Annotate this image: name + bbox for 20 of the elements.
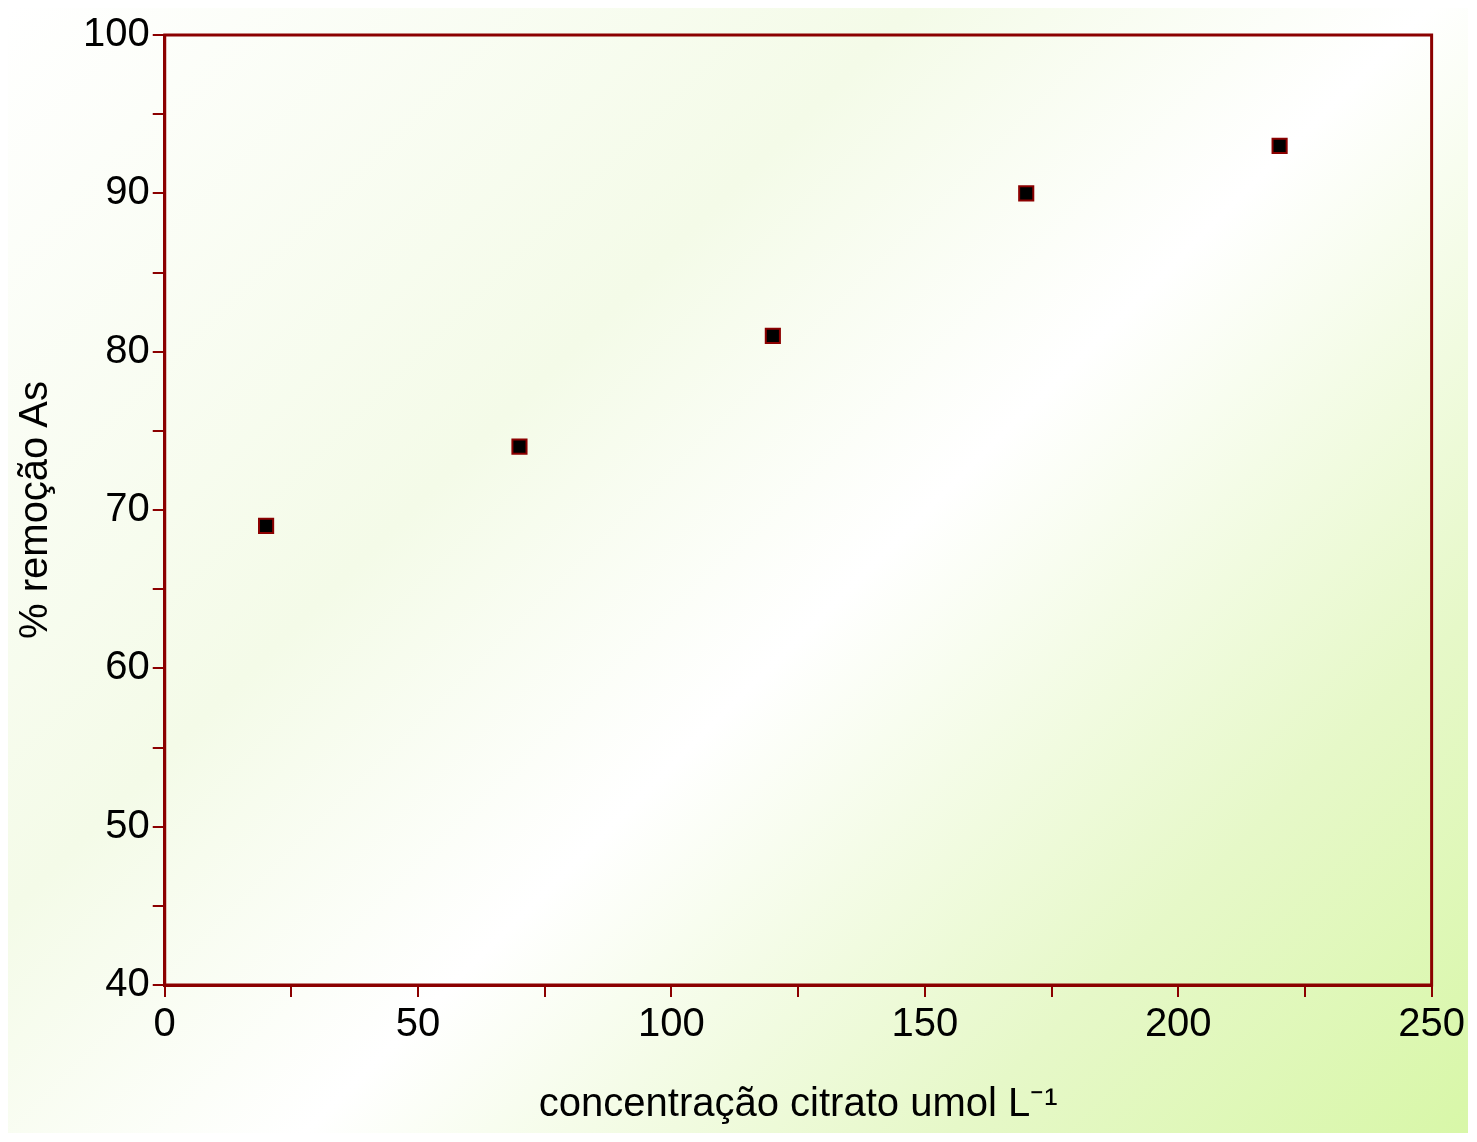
y-tick-label: 50: [105, 801, 150, 846]
x-tick-label: 150: [891, 1000, 959, 1045]
x-tick-label: 250: [1398, 1000, 1466, 1045]
x-tick-label: 50: [395, 1000, 441, 1045]
point: [1271, 137, 1288, 154]
x-tick-label: 100: [638, 1000, 705, 1045]
point: [1018, 185, 1035, 202]
point: [511, 438, 528, 455]
y-axis-title: % remoção As: [11, 381, 56, 639]
x-axis-title: concentração citrato umol L⁻¹: [538, 1080, 1058, 1125]
y-tick-label: 100: [82, 10, 150, 55]
point: [764, 327, 781, 344]
x-tick-label: 200: [1144, 1000, 1212, 1045]
y-tick-label: 90: [105, 168, 150, 213]
y-tick-label: 70: [105, 485, 150, 530]
y-tick-label: 60: [105, 643, 150, 688]
y-tick-label: 40: [105, 960, 150, 1005]
y-tick-label: 80: [105, 326, 150, 371]
x-tick-label: 0: [153, 1000, 176, 1045]
point: [258, 517, 275, 534]
